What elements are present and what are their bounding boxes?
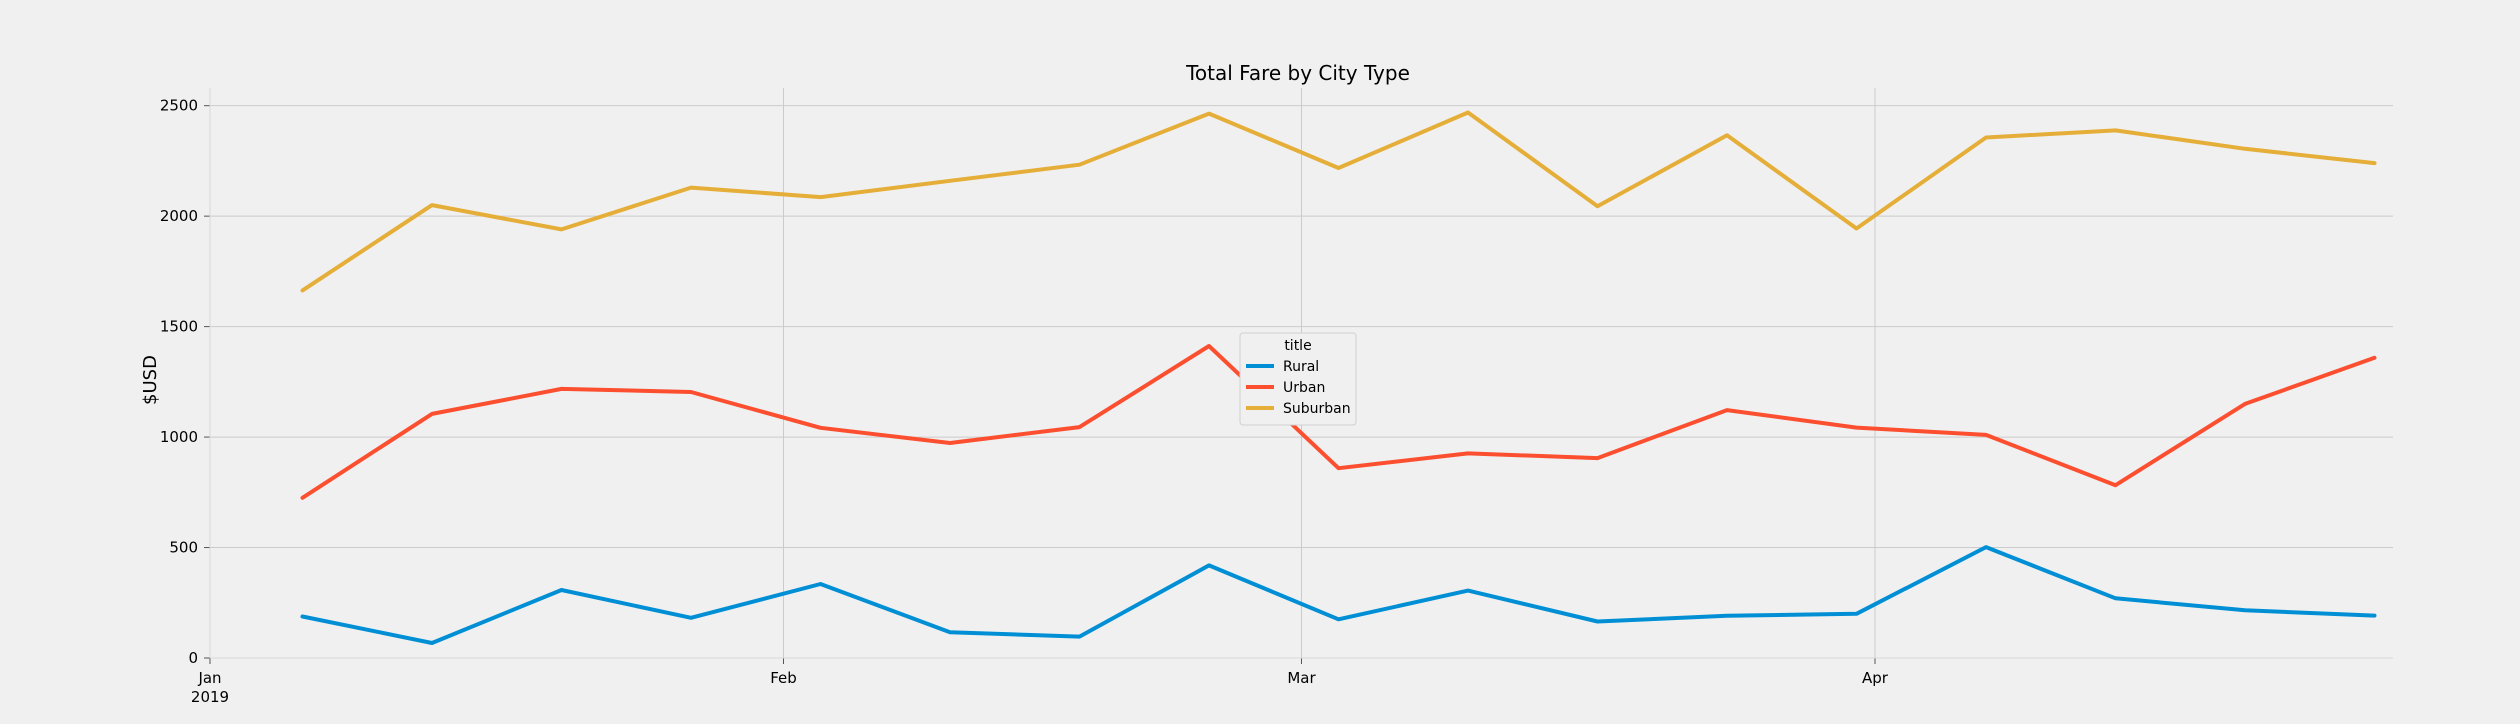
y-tick-label: 2000 — [160, 207, 198, 225]
series-line-suburban — [300, 110, 2377, 293]
legend-box — [1239, 332, 1357, 426]
y-axis-label: $USD — [140, 355, 161, 405]
legend-title: title — [1284, 338, 1311, 354]
x-tick-label: Mar — [1287, 669, 1316, 687]
y-tick-label: 2500 — [160, 97, 198, 115]
y-tick-label: 500 — [169, 539, 198, 557]
series-line-urban — [300, 344, 2377, 500]
y-tick-label: 1000 — [160, 428, 198, 446]
chart-title: Total Fare by City Type — [1185, 61, 1410, 85]
y-tick-label: 0 — [188, 649, 198, 667]
x-tick-label: Jan — [197, 669, 221, 687]
legend: title Rural Urban Suburban — [1239, 332, 1357, 426]
y-tick-label: 1500 — [160, 318, 198, 336]
series-line-rural — [300, 545, 2377, 645]
x-tick-label: Feb — [770, 669, 797, 687]
series-lines — [300, 110, 2377, 645]
x-tick-label: Apr — [1862, 669, 1889, 687]
legend-label-rural: Rural — [1283, 359, 1319, 375]
legend-label-urban: Urban — [1283, 380, 1325, 396]
x-tick-sublabel: 2019 — [191, 688, 229, 706]
legend-label-suburban: Suburban — [1283, 401, 1351, 417]
